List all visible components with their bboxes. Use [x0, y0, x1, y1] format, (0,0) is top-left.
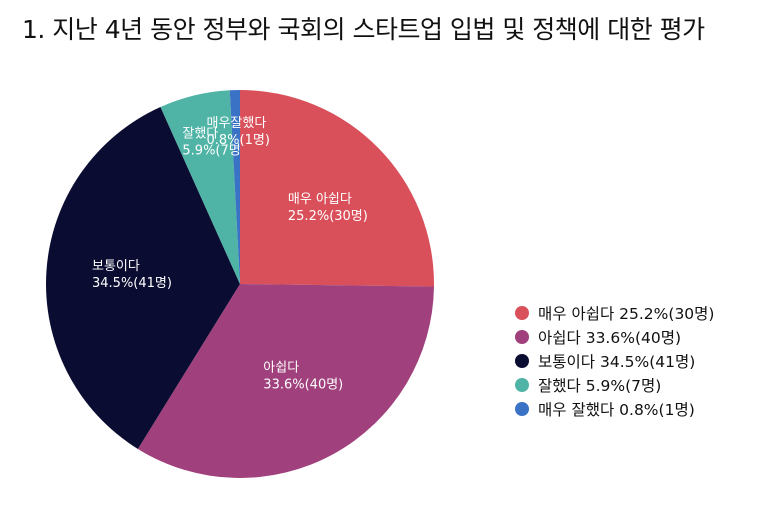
legend-item: 매우 잘했다 0.8%(1명): [515, 397, 714, 421]
pie-slices: [45, 90, 434, 478]
pie-labels: 매우 아쉽다 25.2%(30명) 아쉽다 33.6%(40명) 보통이다 34.5%(4…: [92, 115, 368, 393]
slice-label-name: 아쉽다: [263, 361, 299, 376]
legend-swatch: [515, 354, 529, 368]
legend-label: 매우 아쉽다 25.2%(30명): [538, 305, 715, 323]
slice-label-name: 매우잘했다: [207, 115, 267, 131]
chart-title: 1. 지난 4년 동안 정부와 국회의 스타트업 입법 및 정책에 대한 평가: [22, 15, 705, 44]
legend-label: 매우 잘했다 0.8%(1명): [538, 401, 695, 419]
legend-item: 보통이다 34.5%(41명): [515, 349, 714, 373]
legend-swatch: [515, 402, 529, 416]
pie-slice: [45, 107, 241, 449]
pie-slice: [160, 90, 240, 285]
legend-label: 보통이다 34.5%(41명): [538, 353, 696, 371]
legend-item: 매우 아쉽다 25.2%(30명): [515, 301, 714, 325]
legend-item: 아쉽다 33.6%(40명): [515, 325, 714, 349]
pie-slice: [240, 90, 434, 287]
slice-label-value: 34.5%(41명): [92, 276, 172, 291]
chart-legend: 매우 아쉽다 25.2%(30명) 아쉽다 33.6%(40명) 보통이다 34.5…: [515, 301, 714, 421]
legend-item: 잘했다 5.9%(7명): [515, 373, 714, 397]
legend-swatch: [515, 378, 529, 392]
legend-swatch: [515, 306, 529, 320]
pie-slice: [229, 90, 240, 284]
slice-label-value: 0.8%(1명): [207, 133, 270, 148]
slice-label-value: 25.2%(30명): [288, 209, 368, 224]
legend-swatch: [515, 330, 529, 344]
legend-label: 잘했다 5.9%(7명): [538, 377, 662, 395]
slice-label-name: 매우 아쉽다: [288, 192, 352, 207]
slice-label-value: 5.9%(7명: [182, 144, 240, 159]
slice-label-name: 보통이다: [92, 259, 140, 274]
slice-label-value: 33.6%(40명): [263, 378, 343, 393]
slice-label-name: 잘했다: [182, 126, 218, 142]
legend-label: 아쉽다 33.6%(40명): [538, 329, 682, 347]
pie-slice: [137, 284, 434, 478]
